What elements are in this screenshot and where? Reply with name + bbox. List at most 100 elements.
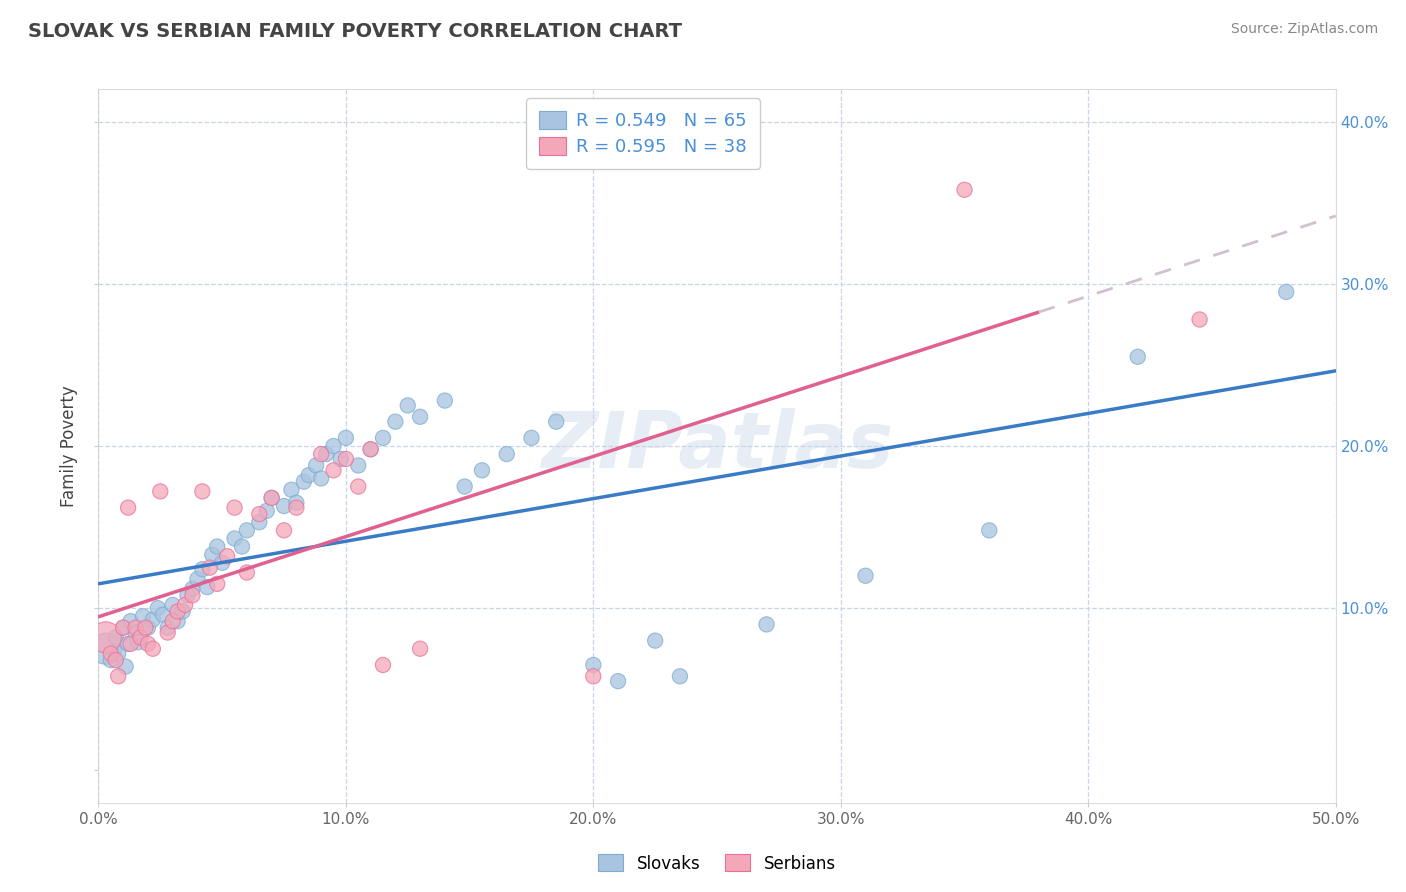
Point bbox=[100, 647, 122, 661]
Point bbox=[607, 674, 630, 689]
Point bbox=[409, 641, 432, 656]
Point bbox=[247, 515, 270, 529]
Point bbox=[273, 524, 295, 538]
Y-axis label: Family Poverty: Family Poverty bbox=[60, 385, 79, 507]
Point bbox=[195, 580, 218, 594]
Point bbox=[224, 532, 246, 546]
Point bbox=[669, 669, 692, 683]
Point bbox=[273, 499, 295, 513]
Text: SLOVAK VS SERBIAN FAMILY POVERTY CORRELATION CHART: SLOVAK VS SERBIAN FAMILY POVERTY CORRELA… bbox=[28, 22, 682, 41]
Point bbox=[136, 637, 159, 651]
Point bbox=[371, 657, 394, 672]
Point bbox=[360, 442, 382, 457]
Point bbox=[582, 669, 605, 683]
Point bbox=[142, 641, 165, 656]
Point bbox=[205, 577, 228, 591]
Point bbox=[396, 399, 419, 413]
Point bbox=[156, 625, 179, 640]
Point bbox=[224, 500, 246, 515]
Point bbox=[186, 572, 208, 586]
Point bbox=[285, 500, 308, 515]
Text: Source: ZipAtlas.com: Source: ZipAtlas.com bbox=[1230, 22, 1378, 37]
Point bbox=[953, 183, 976, 197]
Point bbox=[292, 475, 315, 489]
Point bbox=[231, 540, 253, 554]
Point bbox=[755, 617, 778, 632]
Point bbox=[1275, 285, 1298, 299]
Point bbox=[181, 582, 204, 596]
Point bbox=[127, 635, 149, 649]
Point bbox=[453, 479, 475, 493]
Point bbox=[322, 439, 344, 453]
Point bbox=[117, 637, 139, 651]
Point bbox=[174, 598, 197, 612]
Point bbox=[149, 484, 172, 499]
Point bbox=[104, 631, 127, 645]
Point bbox=[1188, 312, 1211, 326]
Point bbox=[181, 588, 204, 602]
Point bbox=[256, 504, 278, 518]
Point bbox=[546, 415, 568, 429]
Point bbox=[166, 604, 188, 618]
Point bbox=[335, 431, 357, 445]
Point bbox=[134, 621, 156, 635]
Point bbox=[260, 491, 283, 505]
Point bbox=[236, 524, 259, 538]
Point bbox=[315, 447, 337, 461]
Point bbox=[94, 631, 117, 645]
Point bbox=[201, 548, 224, 562]
Point bbox=[104, 653, 127, 667]
Point bbox=[236, 566, 259, 580]
Point bbox=[347, 479, 370, 493]
Point bbox=[198, 560, 221, 574]
Point bbox=[285, 496, 308, 510]
Point bbox=[409, 409, 432, 424]
Point bbox=[146, 601, 169, 615]
Point bbox=[191, 484, 214, 499]
Point bbox=[112, 621, 135, 635]
Point bbox=[176, 588, 198, 602]
Point bbox=[136, 621, 159, 635]
Point bbox=[433, 393, 456, 408]
Point bbox=[114, 659, 136, 673]
Point bbox=[309, 447, 332, 461]
Text: ZIPatlas: ZIPatlas bbox=[541, 408, 893, 484]
Point bbox=[644, 633, 666, 648]
Point bbox=[247, 507, 270, 521]
Point bbox=[309, 471, 332, 485]
Point bbox=[582, 657, 605, 672]
Point bbox=[142, 613, 165, 627]
Point bbox=[384, 415, 406, 429]
Point bbox=[520, 431, 543, 445]
Point bbox=[335, 452, 357, 467]
Point bbox=[305, 458, 328, 473]
Point bbox=[132, 609, 155, 624]
Legend: R = 0.549   N = 65, R = 0.595   N = 38: R = 0.549 N = 65, R = 0.595 N = 38 bbox=[526, 98, 759, 169]
Point bbox=[152, 607, 174, 622]
Point bbox=[162, 598, 184, 612]
Point bbox=[166, 614, 188, 628]
Point bbox=[260, 491, 283, 505]
Point bbox=[100, 653, 122, 667]
Point bbox=[495, 447, 517, 461]
Point bbox=[162, 614, 184, 628]
Point bbox=[347, 458, 370, 473]
Point bbox=[298, 468, 321, 483]
Point bbox=[280, 483, 302, 497]
Point bbox=[172, 604, 194, 618]
Point bbox=[156, 621, 179, 635]
Point bbox=[124, 625, 146, 640]
Point bbox=[360, 442, 382, 457]
Point bbox=[855, 568, 877, 582]
Point bbox=[124, 621, 146, 635]
Point bbox=[205, 540, 228, 554]
Point bbox=[211, 556, 233, 570]
Point bbox=[117, 500, 139, 515]
Point bbox=[107, 647, 129, 661]
Point bbox=[371, 431, 394, 445]
Point bbox=[329, 452, 352, 467]
Legend: Slovaks, Serbians: Slovaks, Serbians bbox=[592, 847, 842, 880]
Point bbox=[1126, 350, 1149, 364]
Point bbox=[471, 463, 494, 477]
Point bbox=[322, 463, 344, 477]
